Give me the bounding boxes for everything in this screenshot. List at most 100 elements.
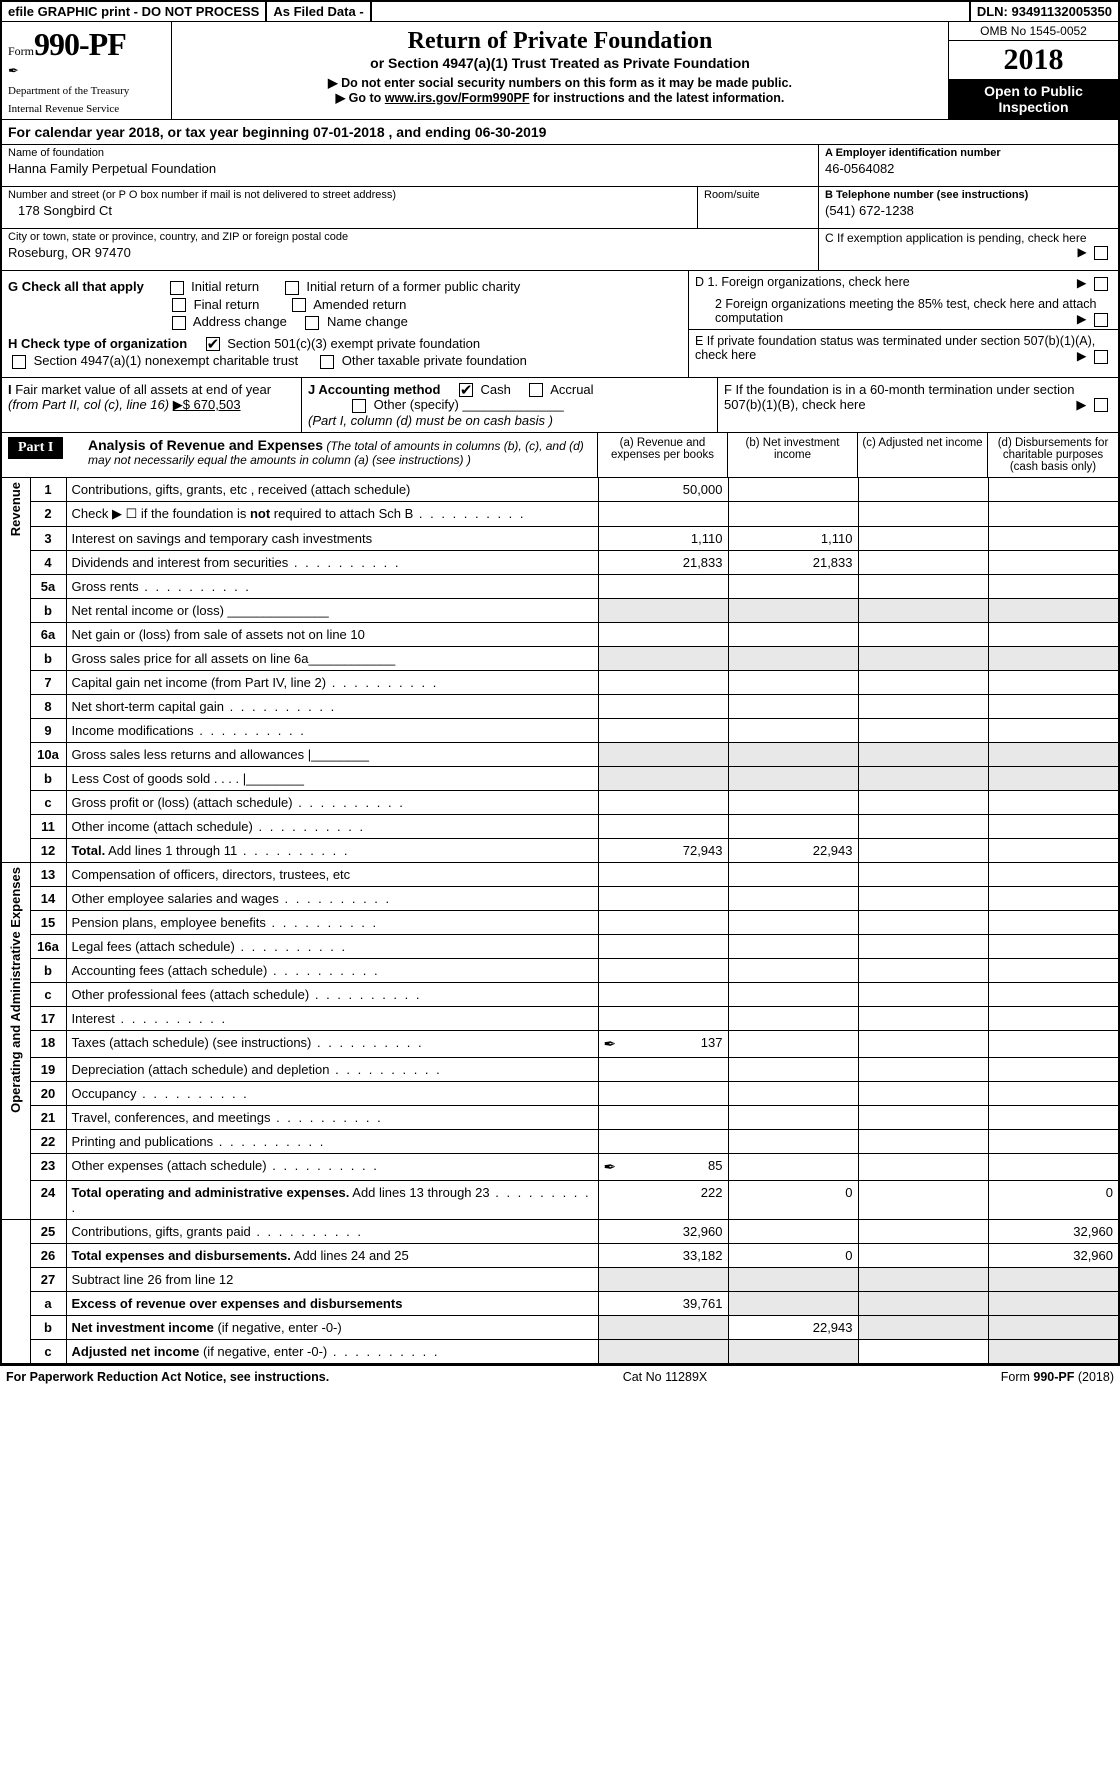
d1-checkbox[interactable] bbox=[1094, 277, 1108, 291]
d2-checkbox[interactable] bbox=[1094, 313, 1108, 327]
h-other-checkbox[interactable] bbox=[320, 355, 334, 369]
line-num-b: b bbox=[30, 598, 66, 622]
omb: OMB No 1545-0052 bbox=[949, 22, 1118, 41]
h-row: H Check type of organization Section 501… bbox=[8, 336, 682, 352]
h-row2: Section 4947(a)(1) nonexempt charitable … bbox=[8, 353, 682, 369]
phone-cell: B Telephone number (see instructions) (5… bbox=[819, 187, 1118, 229]
line-7-col-b bbox=[728, 670, 858, 694]
line-11-col-a bbox=[598, 814, 728, 838]
line-24-col-d: 0 bbox=[988, 1180, 1118, 1219]
line-desc-26: Total expenses and disbursements. Add li… bbox=[66, 1243, 598, 1267]
check-right: D 1. Foreign organizations, check here ▶… bbox=[688, 271, 1118, 377]
line-27-col-d bbox=[988, 1267, 1118, 1291]
g-amended-checkbox[interactable] bbox=[292, 298, 306, 312]
line-24-col-b: 0 bbox=[728, 1180, 858, 1219]
line-desc-b: Net rental income or (loss) ____________… bbox=[66, 598, 598, 622]
j-other-checkbox[interactable] bbox=[352, 399, 366, 413]
g-name-checkbox[interactable] bbox=[305, 316, 319, 330]
part-i-title-cell: Part I Analysis of Revenue and Expenses … bbox=[2, 433, 598, 477]
c-arrow: ▶ bbox=[1077, 245, 1112, 260]
g-row3: Address change Name change bbox=[8, 314, 682, 330]
g-row2: Final return Amended return bbox=[8, 297, 682, 313]
line-b-col-b bbox=[728, 958, 858, 982]
line-21-col-c bbox=[858, 1105, 988, 1129]
line-num-b: b bbox=[30, 766, 66, 790]
line-num-15: 15 bbox=[30, 910, 66, 934]
j-note: (Part I, column (d) must be on cash basi… bbox=[308, 413, 711, 428]
dln-label: DLN: bbox=[977, 4, 1008, 19]
line-15-col-a bbox=[598, 910, 728, 934]
line-c-col-b bbox=[728, 790, 858, 814]
line-a-col-a: 39,761 bbox=[598, 1291, 728, 1315]
c-checkbox[interactable] bbox=[1094, 246, 1108, 260]
g-row: G Check all that apply Initial return In… bbox=[8, 279, 682, 295]
line-num-17: 17 bbox=[30, 1006, 66, 1030]
line-b-col-a bbox=[598, 958, 728, 982]
footer-right: Form 990-PF (2018) bbox=[1001, 1370, 1114, 1384]
line-num-23: 23 bbox=[30, 1153, 66, 1180]
line-desc-25: Contributions, gifts, grants paid bbox=[66, 1219, 598, 1243]
j-accrual-checkbox[interactable] bbox=[529, 383, 543, 397]
line-desc-15: Pension plans, employee benefits bbox=[66, 910, 598, 934]
line-23-col-c bbox=[858, 1153, 988, 1180]
foundation-name-cell: Name of foundation Hanna Family Perpetua… bbox=[2, 145, 818, 187]
line-26-col-c bbox=[858, 1243, 988, 1267]
line-11-col-c bbox=[858, 814, 988, 838]
j-cash-checkbox[interactable] bbox=[459, 383, 473, 397]
g-opt1: Initial return of a former public charit… bbox=[306, 279, 520, 294]
section-i: I Fair market value of all assets at end… bbox=[2, 378, 302, 432]
schedule-icon[interactable]: ✒ bbox=[604, 1158, 617, 1176]
line-b-col-c bbox=[858, 1315, 988, 1339]
instr-link[interactable]: www.irs.gov/Form990PF bbox=[385, 91, 530, 105]
instr-1: ▶ Do not enter social security numbers o… bbox=[176, 75, 944, 90]
line-17-col-a bbox=[598, 1006, 728, 1030]
h-opt1: Section 501(c)(3) exempt private foundat… bbox=[227, 336, 480, 351]
line-desc-18: Taxes (attach schedule) (see instruction… bbox=[66, 1030, 598, 1057]
title-main: Return of Private Foundation bbox=[176, 28, 944, 55]
f-checkbox[interactable] bbox=[1094, 398, 1108, 412]
g-address-checkbox[interactable] bbox=[172, 316, 186, 330]
h-4947-checkbox[interactable] bbox=[12, 355, 26, 369]
line-5a-col-a bbox=[598, 574, 728, 598]
schedule-icon[interactable]: ✒ bbox=[604, 1035, 617, 1053]
line-14-col-d bbox=[988, 886, 1118, 910]
line-27-col-c bbox=[858, 1267, 988, 1291]
line-20-col-c bbox=[858, 1081, 988, 1105]
line-26-col-b: 0 bbox=[728, 1243, 858, 1267]
col-a-head: (a) Revenue and expenses per books bbox=[598, 433, 728, 477]
city-label: City or town, state or province, country… bbox=[8, 231, 812, 243]
line-25-col-d: 32,960 bbox=[988, 1219, 1118, 1243]
g-opt0: Initial return bbox=[191, 279, 259, 294]
g-initial-checkbox[interactable] bbox=[170, 281, 184, 295]
footer-left: For Paperwork Reduction Act Notice, see … bbox=[6, 1370, 329, 1384]
e-checkbox[interactable] bbox=[1094, 350, 1108, 364]
line-5a-col-d bbox=[988, 574, 1118, 598]
line-c-col-c bbox=[858, 790, 988, 814]
e-arrow: ▶ bbox=[1077, 348, 1112, 364]
line-num-4: 4 bbox=[30, 550, 66, 574]
header-right: OMB No 1545-0052 2018 Open to Public Ins… bbox=[948, 22, 1118, 119]
line-desc-c: Adjusted net income (if negative, enter … bbox=[66, 1339, 598, 1363]
line-b-col-c bbox=[858, 598, 988, 622]
j-other: Other (specify) bbox=[374, 397, 459, 412]
line-27-col-a bbox=[598, 1267, 728, 1291]
line-13-col-a bbox=[598, 862, 728, 886]
line-desc-10a: Gross sales less returns and allowances … bbox=[66, 742, 598, 766]
line-desc-19: Depreciation (attach schedule) and deple… bbox=[66, 1057, 598, 1081]
line-c-col-a bbox=[598, 982, 728, 1006]
line-b-col-d bbox=[988, 958, 1118, 982]
line-num-6a: 6a bbox=[30, 622, 66, 646]
line-8-col-d bbox=[988, 694, 1118, 718]
line-c-col-d bbox=[988, 982, 1118, 1006]
h-opt2: Section 4947(a)(1) nonexempt charitable … bbox=[34, 353, 298, 368]
line-num-b: b bbox=[30, 958, 66, 982]
line-19-col-c bbox=[858, 1057, 988, 1081]
d2-label: 2 Foreign organizations meeting the 85% … bbox=[715, 297, 1096, 325]
g-final-checkbox[interactable] bbox=[172, 298, 186, 312]
g-initial-former-checkbox[interactable] bbox=[285, 281, 299, 295]
opex-side-label: Operating and Administrative Expenses bbox=[2, 862, 30, 1219]
line-22-col-d bbox=[988, 1129, 1118, 1153]
line-b-col-b: 22,943 bbox=[728, 1315, 858, 1339]
h-501c3-checkbox[interactable] bbox=[206, 337, 220, 351]
dln-cell: DLN: 93491132005350 bbox=[971, 2, 1118, 21]
